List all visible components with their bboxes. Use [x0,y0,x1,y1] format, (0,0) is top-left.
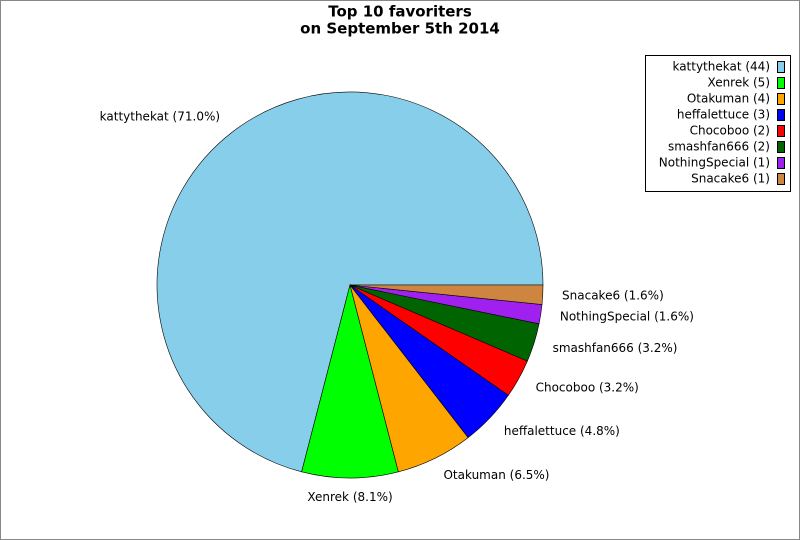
legend-swatch [777,173,785,185]
pie-slice [349,284,544,305]
legend-label: Snacake6 (1) [691,172,770,186]
legend-swatch [777,77,785,89]
legend-swatch [777,141,785,153]
slice-label: Otakuman (6.5%) [443,468,549,482]
pie-slice [156,91,544,473]
slice-label: kattythekat (71.0%) [100,110,220,124]
slice-label: heffalettuce (4.8%) [504,424,620,438]
legend-label: kattythekat (44) [672,60,770,74]
slice-label: Chocoboo (3.2%) [536,381,639,395]
pie-slice [301,283,399,479]
legend-swatch [777,61,785,73]
legend-label: Chocoboo (2) [690,124,770,138]
chart-title: Top 10 favoriters [328,3,472,21]
slice-label: NothingSpecial (1.6%) [560,310,694,324]
legend-swatch [777,157,785,169]
legend-box [645,55,791,192]
legend-label: Xenrek (5) [708,76,770,90]
legend-swatch [777,93,785,105]
legend-label: NothingSpecial (1) [659,156,770,170]
legend-label: smashfan666 (2) [668,140,770,154]
legend-swatch [777,125,785,137]
slice-label: Xenrek (8.1%) [307,490,392,504]
slice-label: smashfan666 (3.2%) [553,341,678,355]
legend-label: Otakuman (4) [687,92,770,106]
slice-label: Snacake6 (1.6%) [562,288,664,302]
legend-label: heffalettuce (3) [677,108,770,122]
chart-subtitle: on September 5th 2014 [300,20,500,38]
legend-swatch [777,109,785,121]
